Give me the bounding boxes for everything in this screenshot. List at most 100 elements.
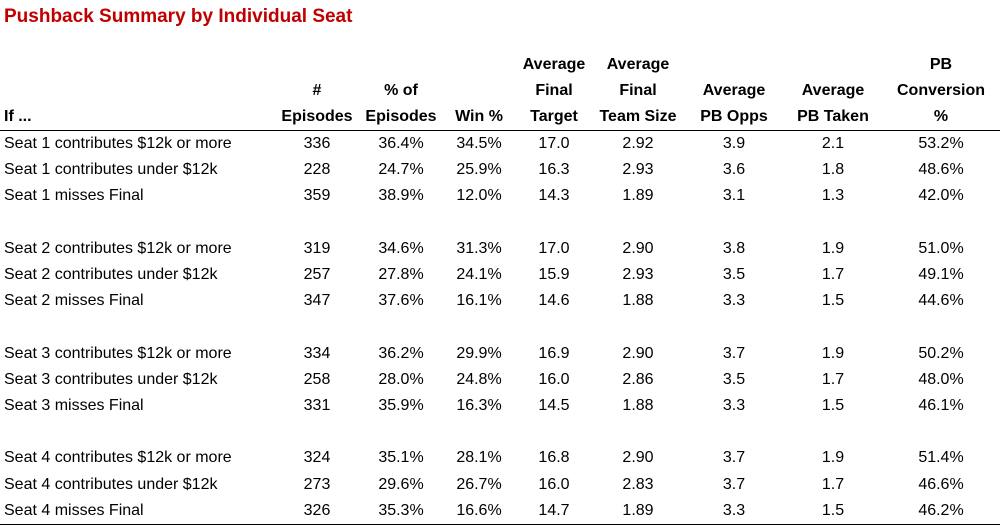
header-row: If ... # Episodes % of Episodes Win % Aver…	[0, 52, 1000, 131]
table-row: Seat 2 contributes $12k or more 319 34.6% 3…	[0, 236, 1000, 262]
cell-avg-final-team-size: 2.90	[622, 449, 654, 467]
cell-avg-pb-taken: 1.8	[821, 161, 845, 179]
table-row: Seat 4 misses Final 326 35.3% 16.6% 14.7 1.89…	[0, 498, 1000, 525]
cell-win-pct: 12.0%	[456, 187, 502, 205]
cell-episodes: 331	[303, 396, 331, 414]
row-label: Seat 1 contributes $12k or more	[4, 135, 232, 153]
cell-avg-final-target: 16.9	[538, 344, 570, 362]
cell-avg-pb-taken: 2.1	[821, 135, 845, 153]
cell-avg-pb-opps: 3.3	[722, 396, 746, 414]
cell-pb-conversion: 42.0%	[918, 187, 964, 205]
cell-episodes: 258	[303, 370, 331, 388]
row-label: Seat 3 contributes $12k or more	[4, 344, 232, 362]
pushback-summary-table: If ... # Episodes % of Episodes Win % Aver…	[0, 52, 1000, 525]
cell-avg-pb-opps: 3.3	[722, 501, 746, 519]
cell-pct-episodes: 34.6%	[378, 239, 424, 257]
table-body: Seat 1 contributes $12k or more 336 36.4% 3…	[0, 131, 1000, 525]
cell-win-pct: 31.3%	[456, 239, 502, 257]
cell-pct-episodes: 27.8%	[378, 266, 424, 284]
header-avg-final-target: Average Final Target	[522, 56, 586, 125]
cell-avg-final-team-size: 1.88	[622, 292, 654, 310]
cell-avg-final-target: 14.7	[538, 501, 570, 519]
table-row: Seat 4 contributes $12k or more 324 35.1% 2…	[0, 445, 1000, 471]
cell-avg-pb-opps: 3.7	[722, 475, 746, 493]
cell-avg-final-team-size: 1.88	[622, 396, 654, 414]
row-label: Seat 4 contributes $12k or more	[4, 449, 232, 467]
spacer-cell	[0, 419, 1000, 445]
row-label: Seat 2 contributes under $12k	[4, 266, 218, 284]
page-title: Pushback Summary by Individual Seat	[4, 6, 353, 27]
table-row: Seat 4 contributes under $12k 273 29.6% 26.…	[0, 471, 1000, 497]
cell-win-pct: 28.1%	[456, 449, 502, 467]
cell-avg-pb-taken: 1.5	[821, 501, 845, 519]
table-row: Seat 3 misses Final 331 35.9% 16.3% 14.5 1.88…	[0, 393, 1000, 419]
cell-avg-pb-taken: 1.7	[821, 475, 845, 493]
cell-avg-final-target: 16.3	[538, 161, 570, 179]
cell-win-pct: 25.9%	[456, 161, 502, 179]
cell-avg-final-target: 16.0	[538, 370, 570, 388]
row-label: Seat 3 misses Final	[4, 396, 144, 414]
cell-pb-conversion: 46.2%	[918, 501, 964, 519]
header-avg-pb-taken: Average PB Taken	[797, 82, 869, 125]
table-row: Seat 2 misses Final 347 37.6% 16.1% 14.6 1.88…	[0, 288, 1000, 314]
cell-avg-final-team-size: 2.90	[622, 344, 654, 362]
cell-avg-final-team-size: 2.93	[622, 266, 654, 284]
cell-win-pct: 26.7%	[456, 475, 502, 493]
cell-avg-pb-opps: 3.3	[722, 292, 746, 310]
cell-pct-episodes: 28.0%	[378, 370, 424, 388]
cell-avg-final-target: 14.6	[538, 292, 570, 310]
row-label: Seat 3 contributes under $12k	[4, 370, 218, 388]
cell-win-pct: 16.1%	[456, 292, 502, 310]
cell-pct-episodes: 38.9%	[378, 187, 424, 205]
cell-avg-final-target: 17.0	[538, 135, 570, 153]
cell-avg-final-team-size: 2.83	[622, 475, 654, 493]
cell-avg-final-team-size: 2.92	[622, 135, 654, 153]
cell-avg-final-target: 16.8	[538, 449, 570, 467]
cell-avg-pb-opps: 3.6	[722, 161, 746, 179]
cell-pb-conversion: 49.1%	[918, 266, 964, 284]
cell-avg-final-target: 16.0	[538, 475, 570, 493]
table-row: Seat 2 contributes under $12k 257 27.8% 24.…	[0, 262, 1000, 288]
cell-episodes: 334	[303, 344, 331, 362]
cell-pct-episodes: 24.7%	[378, 161, 424, 179]
row-label: Seat 1 misses Final	[4, 187, 144, 205]
cell-pct-episodes: 35.9%	[378, 396, 424, 414]
spacer-cell	[0, 210, 1000, 236]
cell-avg-final-team-size: 2.90	[622, 239, 654, 257]
cell-pct-episodes: 37.6%	[378, 292, 424, 310]
cell-episodes: 324	[303, 449, 331, 467]
cell-episodes: 228	[303, 161, 331, 179]
header-avg-final-team-size: Average Final Team Size	[599, 56, 677, 125]
cell-pb-conversion: 46.1%	[918, 396, 964, 414]
cell-avg-final-target: 14.5	[538, 396, 570, 414]
cell-avg-pb-taken: 1.7	[821, 266, 845, 284]
row-label: Seat 4 contributes under $12k	[4, 475, 218, 493]
group-spacer	[0, 314, 1000, 340]
cell-avg-pb-taken: 1.9	[821, 344, 845, 362]
cell-pct-episodes: 35.1%	[378, 449, 424, 467]
cell-avg-pb-opps: 3.1	[722, 187, 746, 205]
cell-pb-conversion: 51.0%	[918, 239, 964, 257]
header-avg-pb-opps: Average PB Opps	[700, 82, 768, 125]
cell-win-pct: 24.1%	[456, 266, 502, 284]
group-spacer	[0, 210, 1000, 236]
table-row: Seat 1 misses Final 359 38.9% 12.0% 14.3 1.89…	[0, 183, 1000, 209]
cell-episodes: 273	[303, 475, 331, 493]
row-label: Seat 1 contributes under $12k	[4, 161, 218, 179]
cell-avg-pb-opps: 3.7	[722, 449, 746, 467]
table-row: Seat 1 contributes under $12k 228 24.7% 25.…	[0, 157, 1000, 183]
cell-episodes: 359	[303, 187, 331, 205]
cell-pct-episodes: 36.4%	[378, 135, 424, 153]
cell-avg-final-target: 17.0	[538, 239, 570, 257]
cell-avg-final-team-size: 1.89	[622, 501, 654, 519]
cell-pb-conversion: 51.4%	[918, 449, 964, 467]
group-spacer	[0, 419, 1000, 445]
cell-avg-pb-opps: 3.5	[722, 266, 746, 284]
spacer-cell	[0, 314, 1000, 340]
row-label: Seat 2 contributes $12k or more	[4, 239, 232, 257]
header-win-pct: Win %	[455, 108, 503, 125]
cell-pb-conversion: 44.6%	[918, 292, 964, 310]
cell-avg-final-team-size: 2.86	[622, 370, 654, 388]
cell-avg-pb-taken: 1.5	[821, 292, 845, 310]
cell-win-pct: 24.8%	[456, 370, 502, 388]
